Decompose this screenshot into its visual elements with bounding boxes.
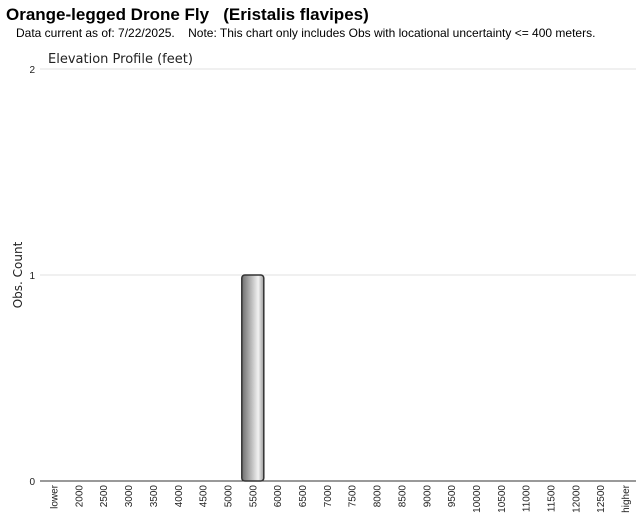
page-title: Orange-legged Drone Fly (Eristalis flavi…	[6, 5, 369, 24]
x-tick-label: 2000	[74, 485, 85, 508]
x-tick-label: 11500	[547, 485, 558, 513]
chart-title: Elevation Profile (feet)	[48, 52, 193, 67]
x-tick-label: 4000	[174, 485, 185, 508]
y-tick-label: 1	[29, 271, 35, 282]
bars	[241, 274, 265, 482]
y-axis-label: Obs. Count	[11, 241, 25, 308]
x-tick-label: 11000	[522, 485, 533, 513]
x-tick-label: 7500	[348, 485, 359, 508]
x-tick-label: 12500	[596, 485, 607, 513]
x-tick-labels: lower 2000 2500 3000 3500 4000 4500 5000 5500 600…	[50, 484, 633, 512]
x-tick-label: 10000	[472, 485, 483, 513]
x-tick-label: 5500	[248, 485, 259, 508]
x-tick-label: 5000	[223, 485, 234, 508]
x-tick-label: 8000	[373, 485, 384, 508]
x-tick-label: 3000	[124, 485, 135, 508]
bar-5500	[241, 274, 265, 482]
x-tick-label: 4500	[199, 485, 210, 508]
grid-lines	[40, 68, 636, 276]
x-tick-label: 9000	[422, 485, 433, 508]
y-tick-label: 0	[29, 477, 35, 488]
x-tick-label: lower	[50, 484, 61, 509]
x-tick-label: 6000	[273, 485, 284, 508]
page-subtitle: Data current as of: 7/22/2025. Note: Thi…	[16, 26, 596, 40]
x-tick-label: 3500	[149, 485, 160, 508]
y-tick-label: 2	[29, 65, 35, 76]
x-tick-label: 7000	[323, 485, 334, 508]
x-tick-label: higher	[621, 484, 632, 512]
x-tick-label: 6500	[298, 485, 309, 508]
x-tick-label: 2500	[99, 485, 110, 508]
x-tick-label: 9500	[447, 485, 458, 508]
x-tick-label: 12000	[571, 485, 582, 513]
x-tick-label: 10500	[497, 485, 508, 513]
y-tick-labels: 0 1 2	[29, 65, 35, 488]
x-tick-label: 8500	[397, 485, 408, 508]
